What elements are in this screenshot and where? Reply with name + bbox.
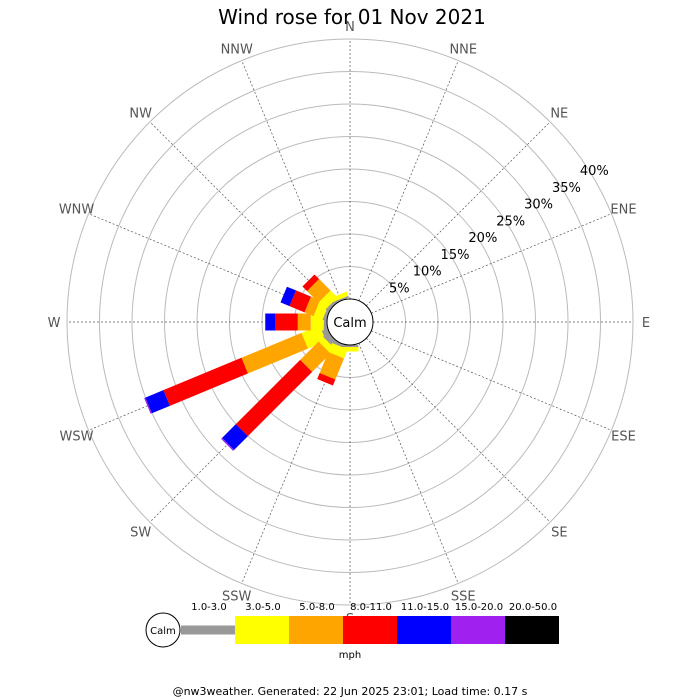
legend-bin-label-7: 20.0-50.0 [509, 602, 557, 613]
legend-bin-label-4: 8.0-11.0 [350, 602, 392, 613]
spoke-wnw [88, 213, 329, 314]
direction-label-w: W [48, 316, 61, 331]
axis-labels: NNNENEENEEESESESSESSSWSWWSWWWNWNWNNW5%10… [48, 20, 651, 627]
petal-wnw-bin-5 [280, 286, 296, 307]
legend-swatch-4 [343, 616, 397, 644]
petal-nw-bin-3 [307, 279, 331, 303]
calm-center: Calm [326, 298, 374, 346]
legend-swatch-6 [451, 616, 505, 644]
legend-bin-label-6: 15.0-20.0 [455, 602, 503, 613]
direction-label-ese: ESE [611, 429, 636, 444]
legend-swatch-2 [235, 616, 289, 644]
petal-wnw-bin-3 [304, 296, 320, 317]
direction-label-nnw: NNW [221, 43, 253, 58]
petal-s-bin-2 [341, 346, 359, 352]
petal-s-bin-1 [341, 345, 359, 347]
petal-sw-bin-4 [235, 359, 313, 437]
petal-wsw-bin-4 [163, 357, 248, 406]
petal-ssw-bin-4 [317, 373, 336, 386]
calm-label: Calm [333, 316, 366, 331]
ring-label-3: 15% [441, 248, 470, 263]
spoke-ssw [241, 343, 342, 584]
petal-sw-bin-5 [222, 424, 248, 450]
spoke-ene [371, 213, 612, 314]
direction-label-sse: SSE [451, 589, 476, 604]
direction-label-wnw: WNW [59, 203, 95, 218]
wind-petals [144, 274, 359, 451]
petal-nnw-bin-1 [332, 295, 350, 305]
ring-label-1: 5% [389, 281, 410, 296]
ring-label-7: 35% [552, 181, 581, 196]
direction-label-se: SE [551, 525, 567, 540]
spoke-ese [371, 330, 612, 431]
spoke-se [366, 338, 551, 523]
petal-w-bin-5 [265, 313, 275, 331]
legend: Calm 1.0-3.0 3.0-5.0 5.0-8.0 8.0-11.0 11.0-15… [145, 602, 559, 661]
legend-bin-label-5: 11.0-15.0 [401, 602, 449, 613]
legend-bin-label-2: 3.0-5.0 [245, 602, 280, 613]
grid-ring-5 [164, 136, 536, 508]
spoke-sse [358, 343, 459, 584]
legend-swatch-1 [181, 625, 235, 635]
petal-wsw-bin-3 [241, 332, 308, 374]
petal-w-bin-4 [275, 313, 298, 331]
legend-calm-circle [145, 612, 181, 648]
direction-label-nne: NNE [449, 43, 477, 58]
direction-label-wsw: WSW [60, 429, 94, 444]
polar-grid [66, 38, 634, 606]
ring-label-6: 30% [524, 198, 553, 213]
petal-nw-bin-4 [302, 274, 320, 292]
legend-swatch-3 [289, 616, 343, 644]
petal-wsw-bin-5 [145, 390, 170, 414]
ring-label-8: 40% [580, 164, 609, 179]
grid-ring-8 [66, 38, 634, 606]
ring-label-2: 10% [413, 265, 442, 280]
legend-swatch-5 [397, 616, 451, 644]
petal-nnw-bin-2 [330, 291, 349, 303]
petal-nw-bin-2 [318, 290, 338, 310]
petal-wsw-bin-6 [144, 397, 152, 414]
spoke-nnw [241, 60, 342, 301]
calm-circle [326, 298, 374, 346]
grid-ring-7 [99, 71, 601, 573]
petal-w-bin-3 [297, 313, 311, 331]
footer-text: @nw3weather. Generated: 22 Jun 2025 23:0… [173, 685, 528, 698]
grid-ring-6 [131, 103, 569, 541]
direction-label-sw: SW [130, 525, 151, 540]
chart-title: Wind rose for 01 Nov 2021 [218, 5, 486, 29]
spoke-nw [149, 121, 334, 306]
legend-bin-label-1: 1.0-3.0 [191, 602, 226, 613]
petal-sw-bin-3 [300, 341, 331, 372]
ring-label-5: 25% [496, 214, 525, 229]
legend-swatch-7 [505, 616, 559, 644]
legend-calm-label: Calm [150, 626, 176, 637]
direction-label-ne: NE [550, 107, 568, 122]
direction-label-nw: NW [129, 107, 152, 122]
petal-sw-bin-6 [221, 437, 235, 451]
petal-ssw-bin-3 [319, 352, 345, 380]
spoke-nne [358, 60, 459, 301]
direction-label-ssw: SSW [222, 589, 252, 604]
legend-bin-label-3: 5.0-8.0 [299, 602, 334, 613]
legend-unit: mph [339, 650, 361, 661]
direction-label-n: N [345, 20, 355, 35]
direction-label-e: E [642, 316, 650, 331]
petal-ssw-bin-2 [328, 342, 348, 359]
direction-label-ene: ENE [610, 203, 636, 218]
petal-wnw-bin-4 [289, 290, 311, 313]
spoke-ne [366, 121, 551, 306]
ring-label-4: 20% [468, 231, 497, 246]
